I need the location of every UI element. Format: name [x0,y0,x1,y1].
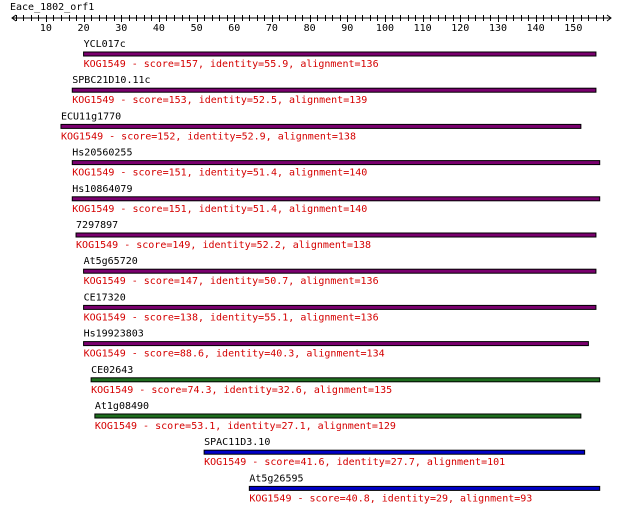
hit-description: KOG1549 - score=74.3, identity=32.6, ali… [91,385,392,396]
axis-tick-label: 10 [40,23,52,34]
hit-alignment-bar[interactable] [83,304,597,310]
hit-alignment-bar[interactable] [71,160,601,166]
hit-name: At1g08490 [95,401,149,412]
hit-alignment-bar[interactable] [83,341,589,347]
axis-tick-label: 120 [451,23,469,34]
hit-description: KOG1549 - score=41.6, identity=27.7, ali… [204,457,505,468]
hit-name: CE17320 [84,292,126,303]
hit-row[interactable]: Hs19923803 KOG1549 - score=88.6, identity… [83,329,589,360]
hit-name: At5g65720 [84,256,138,267]
hit-list: YCL017c KOG1549 - score=157, identity=55.… [60,39,601,504]
axis-tick-label: 150 [564,23,582,34]
axis-tick-label: 20 [78,23,90,34]
hit-description: KOG1549 - score=151, identity=51.4, alig… [72,204,367,215]
hit-description: KOG1549 - score=88.6, identity=40.3, ali… [84,349,385,360]
hit-alignment-bar[interactable] [94,413,582,419]
hit-alignment-bar[interactable] [203,449,586,455]
axis-tick-label: 80 [304,23,316,34]
hit-row[interactable]: YCL017c KOG1549 - score=157, identity=55.… [83,39,597,70]
position-axis: 10 20 30 40 50 60 70 80 90 100 110 120 130 140 150 [11,14,612,34]
hit-alignment-bar[interactable] [71,196,601,202]
hit-name: Hs19923803 [84,329,144,340]
hit-description: KOG1549 - score=138, identity=55.1, alig… [84,312,379,323]
axis-tick-label: 130 [489,23,507,34]
hit-row[interactable]: 7297897 KOG1549 - score=149, identity=52.… [75,220,597,251]
axis-tick-label: 30 [115,23,127,34]
hit-description: KOG1549 - score=152, identity=52.9, alig… [61,131,356,142]
hit-name: SPBC21D10.11c [72,75,150,86]
hit-name: 7297897 [76,220,118,231]
hit-alignment-bar[interactable] [248,485,601,491]
hit-name: Hs10864079 [72,184,132,195]
axis-tick-label: 70 [266,23,278,34]
hit-row[interactable]: At1g08490 KOG1549 - score=53.1, identity=… [94,401,582,432]
hit-alignment-bar[interactable] [83,51,597,57]
hit-row[interactable]: SPAC11D3.10 KOG1549 - score=41.6, identit… [203,437,586,468]
hit-row[interactable]: At5g65720 KOG1549 - score=147, identity=5… [83,256,597,287]
hit-description: KOG1549 - score=147, identity=50.7, alig… [84,276,379,287]
axis-tick-label: 50 [191,23,203,34]
axis-tick-label: 60 [228,23,240,34]
hit-name: At5g26595 [249,473,303,484]
axis-tick-label: 90 [341,23,353,34]
hit-row[interactable]: CE02643 KOG1549 - score=74.3, identity=32… [90,365,601,396]
hit-row[interactable]: Hs20560255 KOG1549 - score=151, identity=… [71,148,601,179]
hit-alignment-bar[interactable] [75,232,597,238]
hit-row[interactable]: Hs10864079 KOG1549 - score=151, identity=… [71,184,601,215]
hit-alignment-bar[interactable] [71,87,597,93]
hit-row[interactable]: CE17320 KOG1549 - score=138, identity=55.… [83,292,597,323]
hit-description: KOG1549 - score=153, identity=52.5, alig… [72,95,367,106]
hit-name: SPAC11D3.10 [204,437,270,448]
axis-left-arrow [11,14,17,22]
axis-tick-label: 100 [376,23,394,34]
hit-alignment-bar[interactable] [90,377,601,383]
hit-name: CE02643 [91,365,133,376]
hit-description: KOG1549 - score=53.1, identity=27.1, ali… [95,421,396,432]
axis-tick-label: 40 [153,23,165,34]
hit-description: KOG1549 - score=40.8, identity=29, align… [249,493,532,504]
hit-row[interactable]: At5g26595 KOG1549 - score=40.8, identity=… [248,473,601,504]
hit-name: Hs20560255 [72,148,132,159]
axis-tick-label: 140 [527,23,545,34]
hit-alignment-bar[interactable] [60,123,582,129]
hit-row[interactable]: ECU11g1770 KOG1549 - score=152, identity=… [60,111,582,142]
query-title: Eace_1802_orf1 [10,2,94,13]
axis-tick-label: 110 [414,23,432,34]
hit-row[interactable]: SPBC21D10.11c KOG1549 - score=153, identi… [71,75,597,106]
hit-description: KOG1549 - score=149, identity=52.2, alig… [76,240,371,251]
axis-right-arrow [606,14,612,22]
hit-alignment-bar[interactable] [83,268,597,274]
hit-name: ECU11g1770 [61,111,121,122]
hit-description: KOG1549 - score=157, identity=55.9, alig… [84,59,379,70]
hit-description: KOG1549 - score=151, identity=51.4, alig… [72,168,367,179]
hit-name: YCL017c [84,39,126,50]
